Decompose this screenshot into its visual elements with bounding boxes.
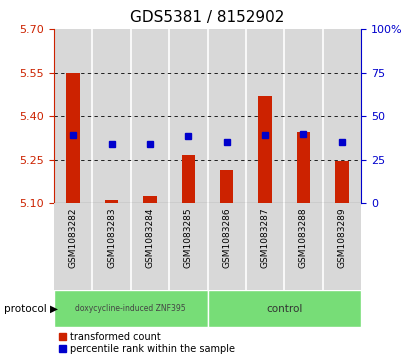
Text: GSM1083289: GSM1083289 — [337, 208, 347, 268]
Bar — [259, 96, 272, 203]
Bar — [208, 203, 246, 290]
Bar — [66, 73, 80, 203]
Bar — [93, 203, 131, 290]
Bar — [284, 29, 323, 203]
Text: GSM1083282: GSM1083282 — [68, 208, 78, 268]
FancyBboxPatch shape — [208, 290, 361, 327]
Bar — [54, 203, 92, 290]
Bar — [182, 155, 195, 203]
Bar — [169, 203, 208, 290]
Bar — [93, 29, 131, 203]
Text: GSM1083287: GSM1083287 — [261, 208, 270, 268]
Bar — [105, 200, 118, 203]
Title: GDS5381 / 8152902: GDS5381 / 8152902 — [130, 10, 285, 25]
Text: GSM1083284: GSM1083284 — [145, 208, 154, 268]
Text: GSM1083288: GSM1083288 — [299, 208, 308, 268]
Bar — [169, 29, 208, 203]
Bar — [208, 29, 246, 203]
Bar — [131, 203, 169, 290]
Text: control: control — [266, 303, 303, 314]
Legend: transformed count, percentile rank within the sample: transformed count, percentile rank withi… — [59, 331, 234, 354]
Bar — [284, 203, 323, 290]
Bar — [246, 203, 284, 290]
Bar — [246, 29, 284, 203]
Bar — [323, 203, 361, 290]
Bar — [131, 29, 169, 203]
Bar — [143, 196, 156, 203]
Bar — [297, 132, 310, 203]
FancyBboxPatch shape — [54, 290, 208, 327]
Bar — [54, 29, 92, 203]
Bar — [220, 170, 233, 203]
Text: protocol ▶: protocol ▶ — [4, 303, 58, 314]
Text: GSM1083285: GSM1083285 — [184, 208, 193, 268]
Text: GSM1083283: GSM1083283 — [107, 208, 116, 268]
Bar — [335, 161, 349, 203]
Bar — [323, 29, 361, 203]
Text: doxycycline-induced ZNF395: doxycycline-induced ZNF395 — [76, 304, 186, 313]
Text: GSM1083286: GSM1083286 — [222, 208, 231, 268]
